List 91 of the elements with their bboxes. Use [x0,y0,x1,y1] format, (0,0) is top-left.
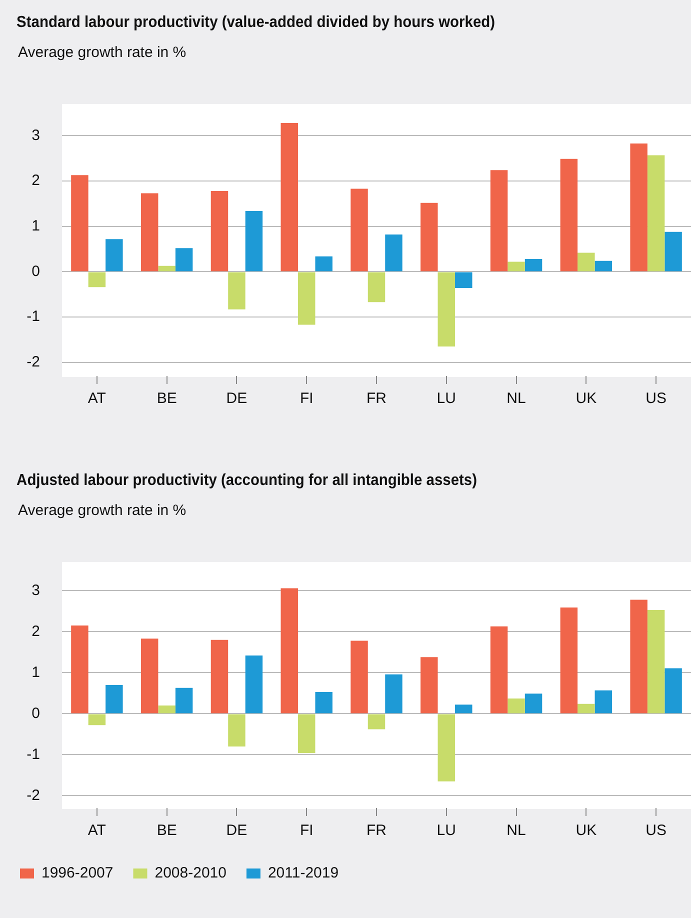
bar [315,692,332,714]
bar [560,608,578,714]
bar [315,256,332,272]
x-tick-label: LU [436,822,456,840]
bar [438,714,456,782]
chart-title: Adjusted labour productivity (accounting for all intangible assets) [16,472,478,490]
bar [88,714,106,726]
bar [350,188,368,272]
y-tick-label: -1 [26,308,40,326]
bar [385,234,402,272]
x-tick-label: US [646,390,666,408]
bar [298,714,316,754]
bar [368,714,386,730]
bar [508,262,525,272]
x-tick-label: FR [366,822,387,840]
bar [280,123,298,272]
y-tick-label: 1 [32,218,40,235]
bar [664,668,682,714]
bar [508,698,525,714]
bar [158,706,176,714]
bar [490,170,508,272]
y-tick-label: 2 [32,622,40,640]
bar [420,202,438,272]
y-tick-label: 2 [32,172,40,190]
chart-subtitle: Average growth rate in % [17,44,188,61]
bar [175,248,193,272]
bar [175,688,193,714]
bar [140,638,158,714]
x-tick-label: AT [88,822,106,840]
bar [71,626,88,714]
bar [106,685,123,714]
bar [210,191,228,272]
x-tick-label: LU [436,390,456,408]
bar [245,210,263,272]
bar [245,655,263,714]
x-tick-label: FI [300,390,314,408]
bar [455,704,472,714]
x-tick-label: US [646,822,666,840]
x-tick-label: NL [506,822,526,840]
y-tick-label: -2 [26,354,40,371]
y-tick-label: -1 [26,746,40,763]
legend-label: 1996-2007 [42,864,114,882]
bar [438,272,456,347]
bar [228,272,246,310]
bar [71,175,88,272]
y-tick-label: 0 [32,262,40,280]
legend-label: 2011-2019 [268,864,339,882]
bar [524,259,542,272]
bar [594,260,612,272]
bar [560,158,578,272]
x-tick-label: FI [300,822,314,840]
bar [524,694,542,714]
x-tick-label: BE [156,390,177,408]
y-tick-label: 3 [32,582,40,599]
bar [368,272,386,302]
x-tick-label: NL [506,390,526,408]
bar [158,266,176,272]
bar [455,272,472,288]
bar [630,600,648,714]
bar [630,143,648,272]
x-tick-label: AT [88,390,106,408]
y-tick-label: 3 [32,126,40,144]
chart-subtitle: Average growth rate in % [17,502,188,519]
bar [647,610,665,714]
bar [140,193,158,272]
bar [578,252,595,272]
bar [420,657,438,714]
y-tick-label: -2 [26,786,40,804]
x-tick-label: BE [156,822,177,840]
bar [578,704,595,714]
bar [280,588,298,714]
x-tick-label: DE [226,822,248,840]
x-tick-label: FR [366,390,387,408]
bar [350,640,368,714]
bar [106,239,123,272]
bar [228,714,246,746]
bar [210,640,228,714]
x-tick-label: UK [576,822,597,840]
x-tick-label: DE [226,390,248,408]
bar [647,155,665,272]
y-tick-label: 0 [32,704,40,722]
x-tick-label: UK [576,390,597,408]
y-tick-label: 1 [32,664,40,681]
chart-title: Standard labour productivity (value-added divided by hours worked) [16,14,496,32]
legend-label: 2008-2010 [154,864,226,882]
bar [594,690,612,714]
bar [490,626,508,714]
bar [88,272,106,288]
bar [298,272,316,325]
bar [385,674,402,714]
bar [664,232,682,272]
